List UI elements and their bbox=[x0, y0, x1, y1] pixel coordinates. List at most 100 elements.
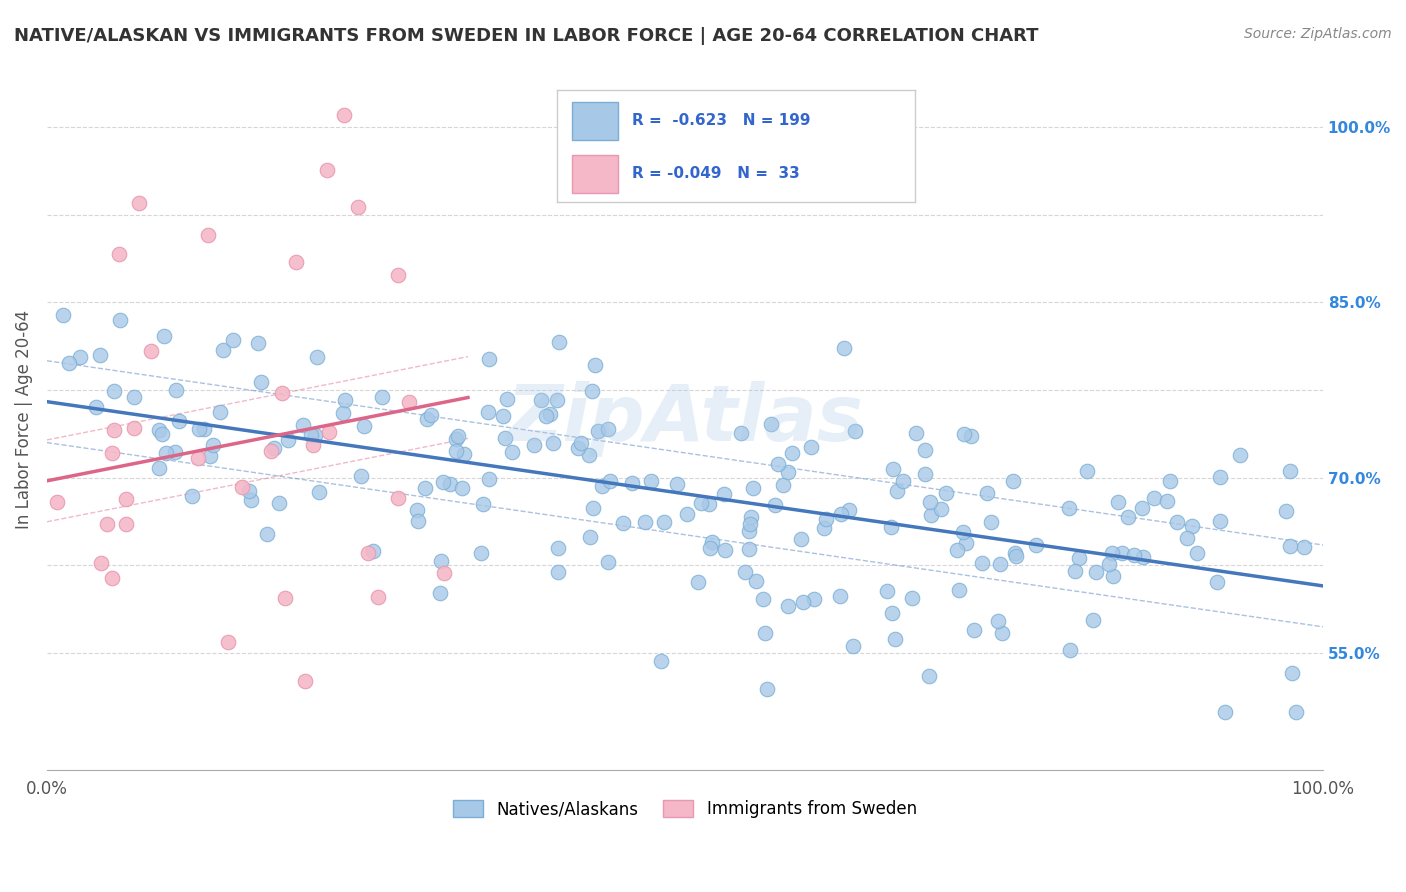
Point bbox=[1177, 531, 1199, 545]
Point bbox=[350, 468, 373, 483]
Point bbox=[772, 477, 794, 491]
Point bbox=[880, 520, 903, 534]
Point bbox=[547, 541, 569, 556]
Point bbox=[963, 624, 986, 638]
Point bbox=[699, 541, 721, 556]
Point bbox=[1098, 557, 1121, 571]
Point bbox=[447, 428, 470, 442]
Point bbox=[1132, 501, 1154, 516]
Point bbox=[150, 427, 173, 442]
Point bbox=[501, 445, 523, 459]
Point bbox=[169, 414, 191, 428]
Point bbox=[1107, 494, 1129, 508]
Point bbox=[1067, 550, 1090, 565]
Point bbox=[165, 383, 187, 397]
Point bbox=[332, 406, 354, 420]
Point bbox=[238, 484, 260, 499]
Point bbox=[935, 486, 957, 500]
Point bbox=[1166, 515, 1188, 529]
Point bbox=[920, 495, 942, 509]
Point bbox=[548, 335, 571, 350]
Point bbox=[844, 424, 866, 438]
Point bbox=[52, 309, 75, 323]
Point bbox=[534, 409, 557, 424]
Point bbox=[260, 443, 283, 458]
Point bbox=[333, 108, 356, 122]
Point bbox=[1208, 470, 1230, 484]
Point bbox=[792, 595, 814, 609]
Point bbox=[108, 247, 131, 261]
Point bbox=[755, 682, 778, 697]
Point bbox=[155, 446, 177, 460]
Point bbox=[782, 446, 804, 460]
Point bbox=[96, 517, 118, 532]
Point bbox=[308, 484, 330, 499]
Point bbox=[429, 586, 451, 600]
Point bbox=[470, 546, 492, 560]
Point bbox=[813, 520, 835, 534]
Point bbox=[367, 590, 389, 604]
Point bbox=[103, 384, 125, 398]
Point bbox=[920, 508, 942, 522]
Point bbox=[1002, 474, 1025, 488]
Point bbox=[946, 542, 969, 557]
Point bbox=[1101, 546, 1123, 560]
Point bbox=[952, 524, 974, 539]
Point bbox=[333, 393, 356, 408]
Point bbox=[247, 335, 270, 350]
Point bbox=[830, 507, 852, 521]
Point bbox=[1132, 549, 1154, 564]
Point bbox=[419, 408, 441, 422]
Point bbox=[1181, 519, 1204, 533]
Legend: Natives/Alaskans, Immigrants from Sweden: Natives/Alaskans, Immigrants from Sweden bbox=[446, 793, 924, 825]
Point bbox=[886, 483, 908, 498]
Point bbox=[86, 400, 108, 414]
Point bbox=[370, 390, 392, 404]
Point bbox=[1284, 705, 1306, 719]
Point bbox=[530, 392, 553, 407]
Point bbox=[1059, 643, 1081, 657]
Point bbox=[569, 435, 592, 450]
Point bbox=[387, 268, 409, 282]
Point bbox=[828, 589, 851, 603]
Point bbox=[250, 376, 273, 390]
Point bbox=[285, 255, 308, 269]
Point bbox=[187, 451, 209, 466]
Point bbox=[1004, 546, 1026, 560]
Point bbox=[972, 556, 994, 570]
Text: Source: ZipAtlas.com: Source: ZipAtlas.com bbox=[1244, 27, 1392, 41]
Point bbox=[884, 632, 907, 647]
Point bbox=[163, 445, 186, 459]
Point bbox=[591, 478, 613, 492]
Point bbox=[578, 448, 600, 462]
Point bbox=[914, 467, 936, 482]
Point bbox=[273, 591, 295, 605]
Point bbox=[713, 542, 735, 557]
Point bbox=[1229, 448, 1251, 462]
Point bbox=[713, 487, 735, 501]
Point bbox=[181, 489, 204, 503]
Point bbox=[599, 474, 621, 488]
Point bbox=[803, 592, 825, 607]
Point bbox=[142, 814, 165, 829]
Point bbox=[212, 343, 235, 358]
Point bbox=[1278, 539, 1301, 553]
Point bbox=[453, 447, 475, 461]
Point bbox=[596, 422, 619, 436]
Point bbox=[778, 465, 800, 479]
Point bbox=[495, 392, 517, 406]
Point bbox=[766, 458, 789, 472]
Point bbox=[588, 424, 610, 438]
Point bbox=[209, 405, 232, 419]
Point bbox=[666, 477, 689, 491]
Point bbox=[991, 626, 1014, 640]
Point bbox=[751, 591, 773, 606]
Point bbox=[740, 510, 762, 524]
Point bbox=[124, 390, 146, 404]
Point bbox=[1081, 613, 1104, 627]
Point bbox=[765, 498, 787, 512]
Point bbox=[347, 200, 370, 214]
Point bbox=[880, 606, 903, 620]
Point bbox=[690, 496, 713, 510]
Point bbox=[58, 356, 80, 370]
